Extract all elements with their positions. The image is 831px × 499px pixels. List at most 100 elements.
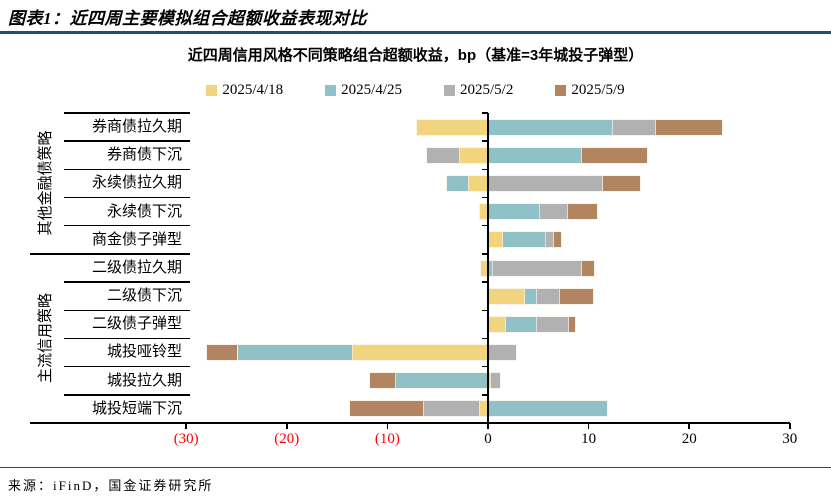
row-separator-line xyxy=(64,337,190,340)
bar-segment xyxy=(370,373,396,389)
legend-item: 2025/5/9 xyxy=(555,82,625,99)
bar-segment xyxy=(478,401,488,417)
bar-segment xyxy=(493,260,582,276)
bar-segment xyxy=(612,119,656,135)
row-separator-line xyxy=(64,168,190,171)
zero-axis-tick xyxy=(482,168,488,171)
bar-segment xyxy=(422,401,479,417)
legend-label: 2025/5/2 xyxy=(460,82,514,98)
row-separator-line xyxy=(64,281,190,283)
bar-segment xyxy=(207,345,238,361)
bar-segment xyxy=(488,401,607,417)
x-tick-label: (20) xyxy=(274,431,300,447)
legend-swatch-icon xyxy=(206,85,218,96)
category-label: 城投短端下沉 xyxy=(91,400,182,417)
legend-swatch-icon xyxy=(444,85,455,96)
axis-group-label: 主流信用策略 xyxy=(38,293,54,384)
row-separator-line xyxy=(64,224,190,227)
x-tick-label: 20 xyxy=(681,431,697,447)
bar-segment xyxy=(568,204,597,220)
row-separator-line xyxy=(64,365,190,368)
zero-axis-tick xyxy=(482,337,488,340)
bar-segment xyxy=(554,232,562,248)
bar-segment xyxy=(491,373,501,389)
zero-axis-tick xyxy=(482,365,488,368)
bar-segment xyxy=(237,345,353,361)
zero-axis-tick xyxy=(482,112,488,114)
bar-segment xyxy=(560,288,593,304)
label-block-bottom-line xyxy=(30,422,190,424)
row-separator-line xyxy=(64,309,190,312)
legend-item: 2025/4/25 xyxy=(325,82,402,99)
bar-segment xyxy=(350,401,423,417)
bar-segment xyxy=(467,175,488,191)
x-axis-tick xyxy=(789,423,791,429)
legend-item: 2025/4/18 xyxy=(206,82,283,99)
bar-segment xyxy=(488,316,507,332)
bar-segment xyxy=(503,232,547,248)
legend-label: 2025/4/18 xyxy=(222,82,284,98)
bar-segment xyxy=(540,204,569,220)
x-axis-line xyxy=(186,422,790,424)
bar-segment xyxy=(488,232,504,248)
chart-title: 近四周信用风格不同策略组合超额收益，bp（基准=3年城投子弹型） xyxy=(187,47,644,64)
row-separator-line xyxy=(64,196,190,199)
x-axis-tick xyxy=(185,423,187,429)
bar-segment xyxy=(525,288,538,304)
bar-segment xyxy=(537,288,561,304)
x-tick-label: (30) xyxy=(173,431,199,447)
x-axis-tick xyxy=(286,423,288,429)
legend-label: 2025/5/9 xyxy=(571,82,625,98)
zero-axis-tick xyxy=(482,253,488,255)
bar-segment xyxy=(480,260,488,276)
legend-label: 2025/4/25 xyxy=(341,82,402,98)
bar-segment xyxy=(426,147,459,163)
category-label: 券商债下沉 xyxy=(106,147,182,164)
zero-axis-tick xyxy=(482,224,488,227)
figure-title: 图表1：近四周主要模拟组合超额收益表现对比 xyxy=(8,9,367,28)
category-label: 券商债拉久期 xyxy=(91,119,182,135)
legend-item: 2025/5/2 xyxy=(444,82,513,99)
category-label: 商金债子弹型 xyxy=(91,231,182,248)
category-label: 二级债下沉 xyxy=(106,288,182,305)
source-note: 来源：iFinD，国金证券研究所 xyxy=(8,478,214,493)
legend-swatch-icon xyxy=(555,85,567,96)
bar-segment xyxy=(506,316,538,332)
footer-divider xyxy=(0,467,831,469)
x-axis-tick xyxy=(386,423,389,429)
legend-swatch-icon xyxy=(325,85,337,96)
x-axis-tick xyxy=(587,423,590,429)
zero-axis-tick xyxy=(482,394,488,396)
x-axis-tick xyxy=(688,423,690,429)
bar-segment xyxy=(488,175,603,191)
zero-axis-tick xyxy=(482,309,488,312)
axis-group-label: 其他金融债策略 xyxy=(38,130,54,236)
bar-segment xyxy=(479,204,488,220)
zero-axis-tick xyxy=(482,196,488,199)
bar-segment xyxy=(602,175,640,191)
row-separator-line xyxy=(64,140,190,142)
x-axis-tick xyxy=(487,423,489,429)
bar-segment xyxy=(488,260,494,276)
bar-segment xyxy=(581,260,594,276)
zero-axis-line xyxy=(487,113,489,423)
bar-segment xyxy=(488,204,541,220)
category-label: 城投拉久期 xyxy=(106,372,182,389)
bar-segment xyxy=(488,373,492,389)
category-label: 永续债拉久期 xyxy=(91,175,182,192)
x-tick-label: (10) xyxy=(374,431,400,447)
bar-segment xyxy=(488,147,582,163)
zero-axis-tick xyxy=(482,281,488,283)
x-tick-label: 0 xyxy=(484,431,492,447)
label-block-top-line xyxy=(64,112,190,114)
category-label: 永续债下沉 xyxy=(106,203,182,220)
bar-segment xyxy=(458,147,488,163)
zero-axis-tick xyxy=(482,140,488,142)
x-tick-label: 10 xyxy=(581,431,597,447)
row-separator-line xyxy=(30,253,190,255)
bar-segment xyxy=(446,175,468,191)
chart-legend: 2025/4/18 2025/4/25 2025/5/2 2025/5/9 xyxy=(0,82,831,99)
title-divider xyxy=(0,31,831,34)
